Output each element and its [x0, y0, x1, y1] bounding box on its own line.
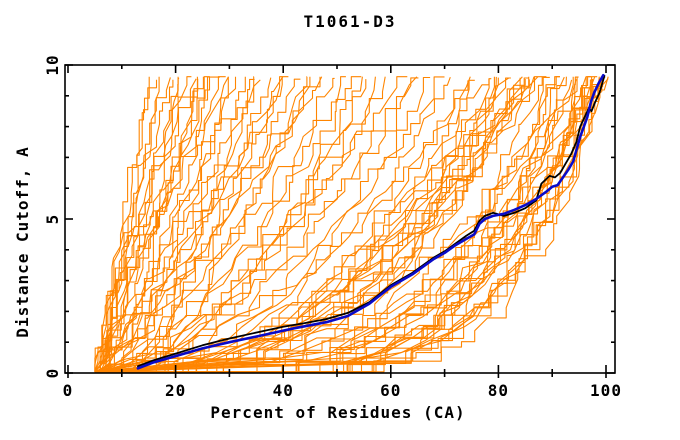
ensemble-model-curve [105, 79, 577, 373]
ensemble-model-curve [100, 76, 587, 373]
reference-model-curve [136, 74, 606, 368]
ensemble-model-curve [99, 76, 204, 372]
ensemble-model-curve [94, 76, 289, 373]
ensemble-model-curve [111, 79, 573, 373]
ensemble-model-curve [100, 77, 499, 373]
y-tick-label: 5 [43, 214, 62, 225]
ensemble-model-curve [110, 76, 495, 373]
ensemble-model-curve [94, 76, 229, 373]
ensemble-model-curve [94, 76, 210, 373]
ensemble-model-curve [99, 76, 226, 373]
ensemble-model-curve [94, 79, 367, 373]
ensemble-model-curve [121, 76, 363, 373]
ensemble-model-curve [110, 76, 535, 373]
ensemble-model-curve [100, 79, 604, 373]
ensemble-model-curve [100, 77, 419, 373]
ensemble-model-curve [94, 76, 578, 373]
ensemble-model-curve [94, 76, 560, 373]
ensemble-model-curve [100, 77, 335, 373]
x-tick-label: 60 [380, 381, 401, 400]
curve-layer [94, 73, 609, 373]
ensemble-model-curve [99, 76, 217, 373]
x-tick-label: 100 [590, 381, 622, 400]
x-tick-label: 20 [165, 381, 186, 400]
ensemble-model-curve [100, 79, 530, 373]
x-axis-label: Percent of Residues (CA) [210, 403, 465, 422]
ensemble-model-curve [100, 78, 492, 373]
ensemble-model-curve [105, 77, 510, 373]
ensemble-model-curve [100, 76, 362, 373]
ensemble-model-curve [100, 76, 376, 373]
ensemble-model-curve [94, 76, 471, 373]
ensemble-model-curve [99, 78, 197, 372]
ensemble-model-curve [100, 76, 539, 373]
ensemble-model-curve [100, 76, 445, 373]
ensemble-model-curve [94, 76, 192, 372]
x-tick-label: 40 [273, 381, 294, 400]
ensemble-model-curve [105, 79, 526, 373]
ensemble-model-curve [105, 76, 560, 373]
ensemble-model-curve [116, 78, 609, 373]
ensemble-model-curve [94, 76, 543, 373]
ensemble-model-curve [137, 76, 255, 373]
ensemble-model-curve [94, 76, 346, 373]
ensemble-model-curve [94, 76, 308, 373]
ensemble-model-curve [94, 76, 198, 373]
x-tick-label: 80 [488, 381, 509, 400]
ensemble-model-curve [94, 76, 567, 373]
ensemble-model-curve [94, 76, 323, 373]
ensemble-model-curve [94, 77, 451, 373]
highlighted-model-curve [136, 73, 605, 370]
tick-labels: 0 20 40 60 80 100 0 5 10 [43, 54, 622, 400]
ensemble-model-curve [143, 76, 311, 373]
ensemble-model-curve [94, 76, 386, 373]
ensemble-model-curve [94, 76, 431, 373]
ensemble-model-curve [100, 76, 321, 373]
axis-frame [64, 64, 616, 378]
ensemble-model-curve [100, 76, 602, 373]
ensemble-model-curve [99, 79, 261, 372]
ensemble-model-curve [94, 76, 523, 373]
ensemble-model-curve [111, 76, 591, 373]
y-axis-label: Distance Cutoff, A [13, 146, 32, 337]
ensemble-model-curve [126, 76, 283, 373]
ensemble-model-curve [94, 76, 497, 373]
ensemble-model-curve [100, 76, 550, 373]
ensemble-model-curve [94, 76, 418, 373]
chart-title: T1061-D3 [303, 12, 396, 31]
y-tick-label: 0 [43, 368, 62, 379]
ensemble-model-curve [94, 77, 511, 373]
x-tick-label: 0 [63, 381, 74, 400]
ensemble-model-curve [132, 76, 606, 373]
ensemble-model-curve [100, 76, 408, 373]
ensemble-model-curve [99, 76, 284, 373]
ensemble-model-curve [94, 76, 237, 373]
ensemble-model-curve [116, 76, 600, 373]
ensemble-model-curve [94, 76, 596, 373]
ensemble-model-curve [94, 79, 158, 372]
ensemble-model-curve [127, 78, 594, 373]
y-tick-label: 10 [43, 54, 62, 75]
ensemble-model-curve [94, 78, 490, 373]
